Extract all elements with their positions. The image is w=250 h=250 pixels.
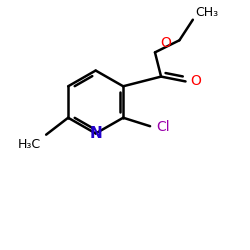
Text: O: O: [160, 36, 171, 50]
Text: N: N: [89, 126, 102, 141]
Text: H₃C: H₃C: [18, 138, 41, 151]
Text: O: O: [190, 74, 201, 88]
Text: CH₃: CH₃: [195, 6, 218, 18]
Text: Cl: Cl: [156, 120, 170, 134]
